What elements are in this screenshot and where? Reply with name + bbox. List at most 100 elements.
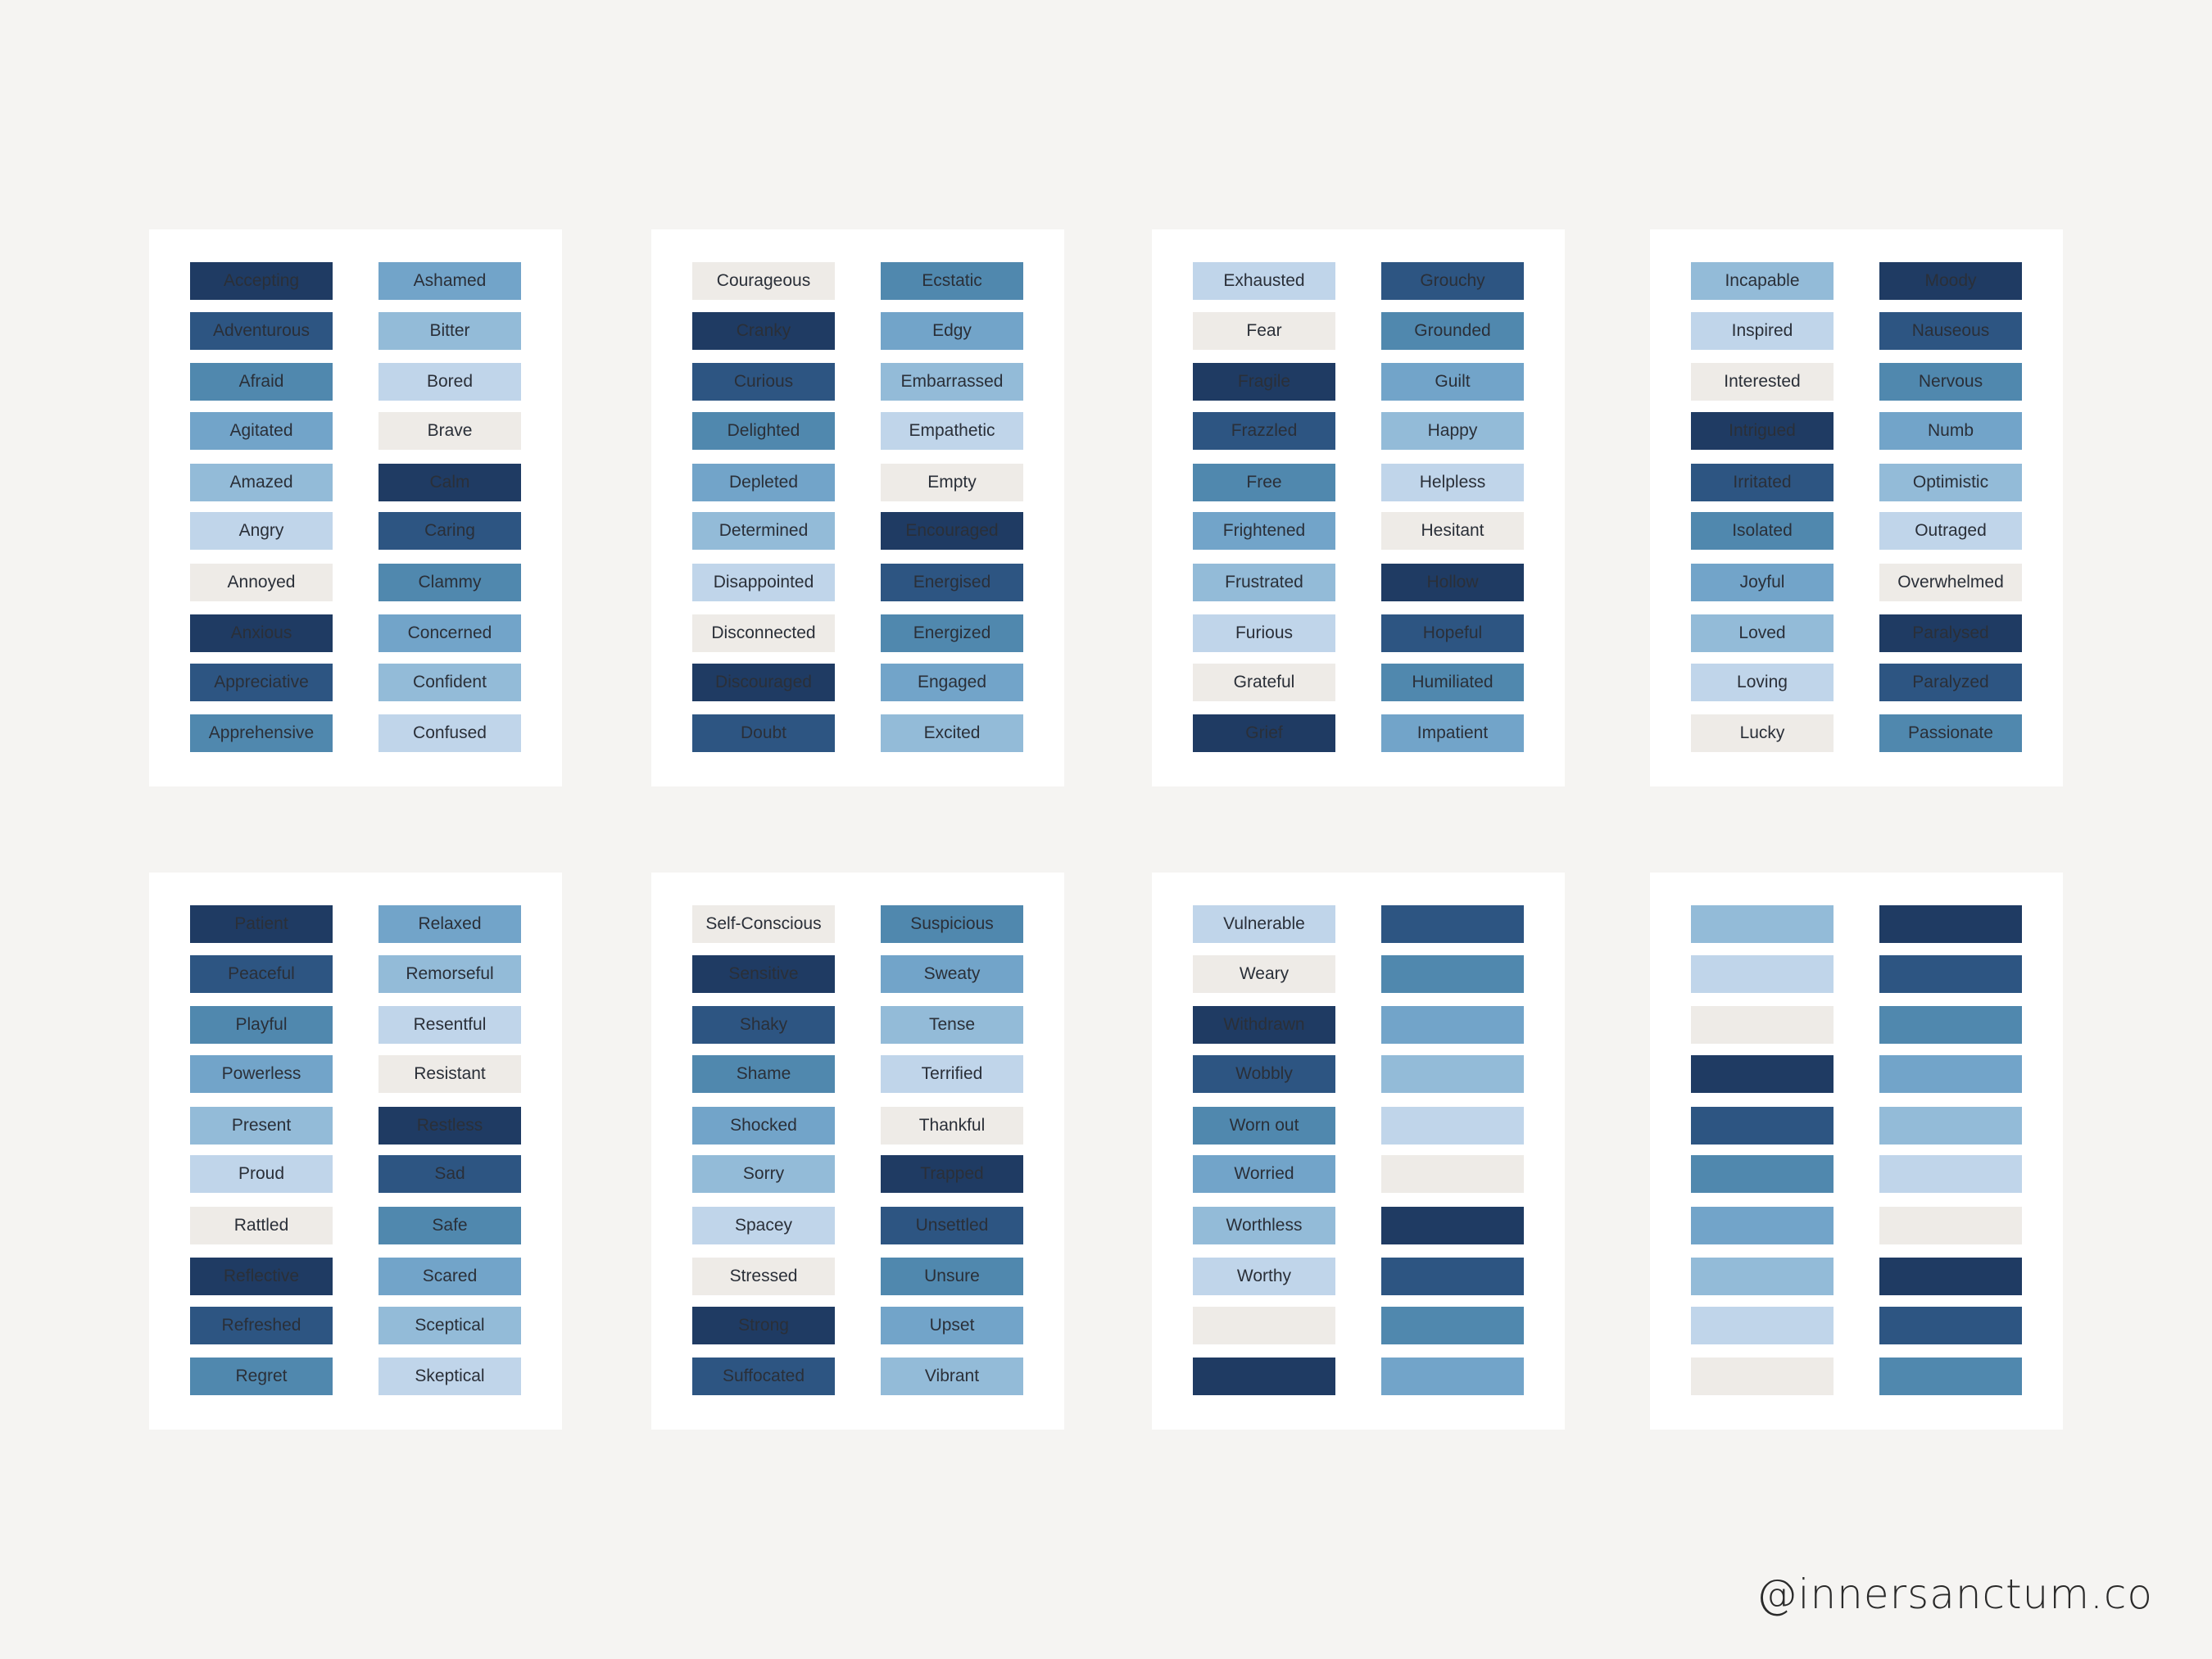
blank-tag bbox=[1879, 1358, 2022, 1395]
blank-tag bbox=[1691, 1006, 1834, 1044]
blank-tag bbox=[1691, 1258, 1834, 1295]
emotion-tag: Agitated bbox=[190, 412, 333, 450]
emotion-tag: Depleted bbox=[692, 464, 835, 501]
emotion-tag: Intrigued bbox=[1691, 412, 1834, 450]
emotion-tag: Unsure bbox=[881, 1258, 1023, 1295]
blank-tag bbox=[1879, 1107, 2022, 1145]
emotion-tag: Free bbox=[1193, 464, 1335, 501]
emotion-tag: Incapable bbox=[1691, 262, 1834, 300]
emotion-tag: Passionate bbox=[1879, 714, 2022, 752]
blank-tag bbox=[1381, 1006, 1524, 1044]
emotion-tag: Refreshed bbox=[190, 1307, 333, 1344]
emotion-tag: Bitter bbox=[378, 312, 521, 350]
emotion-tag: Paralysed bbox=[1879, 614, 2022, 652]
blank-tag bbox=[1879, 1207, 2022, 1244]
emotion-tag: Worn out bbox=[1193, 1107, 1335, 1145]
blank-tag bbox=[1381, 905, 1524, 943]
emotion-tag: Resistant bbox=[378, 1055, 521, 1093]
emotion-tag: Worried bbox=[1193, 1155, 1335, 1193]
emotion-tag: Anxious bbox=[190, 614, 333, 652]
emotion-tag: Powerless bbox=[190, 1055, 333, 1093]
emotion-tag: Remorseful bbox=[378, 955, 521, 993]
emotion-tag: Peaceful bbox=[190, 955, 333, 993]
emotion-tag: Inspired bbox=[1691, 312, 1834, 350]
emotion-tag: Nauseous bbox=[1879, 312, 2022, 350]
emotion-tag: Overwhelmed bbox=[1879, 564, 2022, 601]
emotion-tag: Exhausted bbox=[1193, 262, 1335, 300]
blank-tag bbox=[1879, 1006, 2022, 1044]
blank-tag bbox=[1691, 1358, 1834, 1395]
emotion-tag: Curious bbox=[692, 363, 835, 401]
emotion-tag: Energized bbox=[881, 614, 1023, 652]
emotion-card-6: Self-Conscious Sensitive Shaky Shame Shocked… bbox=[651, 873, 1064, 1430]
emotion-tag: Happy bbox=[1381, 412, 1524, 450]
emotion-tag: Empty bbox=[881, 464, 1023, 501]
emotion-tag: Vibrant bbox=[881, 1358, 1023, 1395]
emotion-tag: Interested bbox=[1691, 363, 1834, 401]
emotion-tag: Relaxed bbox=[378, 905, 521, 943]
emotion-tag: Brave bbox=[378, 412, 521, 450]
emotion-tag: Skeptical bbox=[378, 1358, 521, 1395]
emotion-tag: Joyful bbox=[1691, 564, 1834, 601]
blank-tag bbox=[1381, 1358, 1524, 1395]
emotion-tag: Furious bbox=[1193, 614, 1335, 652]
emotion-tag: Lucky bbox=[1691, 714, 1834, 752]
emotion-tag: Tense bbox=[881, 1006, 1023, 1044]
emotion-tag: Safe bbox=[378, 1207, 521, 1244]
emotion-tag: Suffocated bbox=[692, 1358, 835, 1395]
emotion-tag: Fragile bbox=[1193, 363, 1335, 401]
emotion-tag: Worthless bbox=[1193, 1207, 1335, 1244]
emotion-tag: Embarrassed bbox=[881, 363, 1023, 401]
emotion-tag: Determined bbox=[692, 512, 835, 550]
emotion-tag: Appreciative bbox=[190, 664, 333, 701]
blank-tag bbox=[1691, 1155, 1834, 1193]
blank-tag bbox=[1691, 905, 1834, 943]
emotion-tag: Isolated bbox=[1691, 512, 1834, 550]
emotion-tag: Caring bbox=[378, 512, 521, 550]
emotion-tag: Present bbox=[190, 1107, 333, 1145]
emotion-tag: Discouraged bbox=[692, 664, 835, 701]
blank-tag bbox=[1381, 955, 1524, 993]
emotion-tag: Terrified bbox=[881, 1055, 1023, 1093]
blank-tag bbox=[1691, 1107, 1834, 1145]
emotion-tag: Thankful bbox=[881, 1107, 1023, 1145]
emotion-tag: Fear bbox=[1193, 312, 1335, 350]
emotion-tag: Irritated bbox=[1691, 464, 1834, 501]
emotion-tag: Grief bbox=[1193, 714, 1335, 752]
blank-tag bbox=[1691, 955, 1834, 993]
emotion-tag: Concerned bbox=[378, 614, 521, 652]
emotion-tag: Nervous bbox=[1879, 363, 2022, 401]
emotion-card-2: Courageous Cranky Curious Delighted Depleted… bbox=[651, 229, 1064, 786]
emotion-tag: Self-Conscious bbox=[692, 905, 835, 943]
emotion-tag: Ashamed bbox=[378, 262, 521, 300]
blank-tag bbox=[1193, 1358, 1335, 1395]
emotion-tag: Suspicious bbox=[881, 905, 1023, 943]
emotion-tag: Regret bbox=[190, 1358, 333, 1395]
emotion-tag: Wobbly bbox=[1193, 1055, 1335, 1093]
emotion-tag: Withdrawn bbox=[1193, 1006, 1335, 1044]
emotion-tag: Moody bbox=[1879, 262, 2022, 300]
emotion-tag: Scared bbox=[378, 1258, 521, 1295]
blank-tag bbox=[1691, 1307, 1834, 1344]
blank-tag bbox=[1193, 1307, 1335, 1344]
emotion-tag: Courageous bbox=[692, 262, 835, 300]
emotion-tag: Confident bbox=[378, 664, 521, 701]
emotion-tag: Upset bbox=[881, 1307, 1023, 1344]
emotion-tag: Sweaty bbox=[881, 955, 1023, 993]
emotion-tag: Loving bbox=[1691, 664, 1834, 701]
emotion-tag: Engaged bbox=[881, 664, 1023, 701]
blank-tag bbox=[1381, 1258, 1524, 1295]
emotion-tag: Rattled bbox=[190, 1207, 333, 1244]
emotion-tag: Outraged bbox=[1879, 512, 2022, 550]
emotion-card-1: Accepting Adventurous Afraid Agitated Amazed… bbox=[149, 229, 562, 786]
emotion-tag: Edgy bbox=[881, 312, 1023, 350]
emotion-tag: Annoyed bbox=[190, 564, 333, 601]
emotion-tag: Sad bbox=[378, 1155, 521, 1193]
emotion-tag: Confused bbox=[378, 714, 521, 752]
emotion-tag: Shame bbox=[692, 1055, 835, 1093]
blank-tag bbox=[1879, 955, 2022, 993]
blank-tag bbox=[1879, 1155, 2022, 1193]
emotion-tag: Loved bbox=[1691, 614, 1834, 652]
emotion-tag: Paralyzed bbox=[1879, 664, 2022, 701]
emotion-tag: Humiliated bbox=[1381, 664, 1524, 701]
